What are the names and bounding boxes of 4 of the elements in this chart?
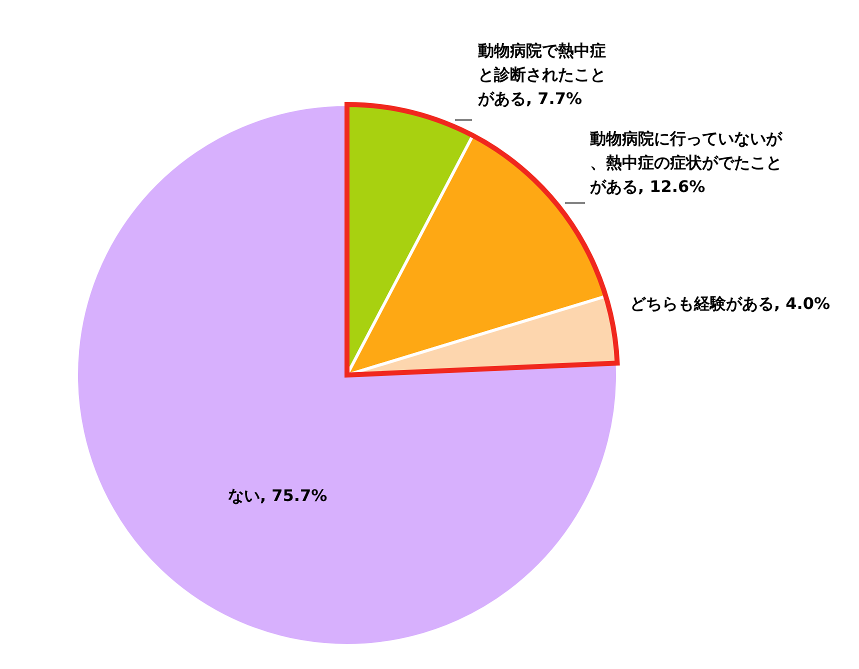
slice-label: どちらも経験がある, 4.0% xyxy=(630,294,830,314)
slice-label: ない, 75.7% xyxy=(228,486,328,506)
slice-label: 動物病院で熱中症と診断されたことがある, 7.7% xyxy=(477,41,606,108)
slice-label: 動物病院に行っていないが、熱中症の症状がでたことがある, 12.6% xyxy=(589,129,783,196)
